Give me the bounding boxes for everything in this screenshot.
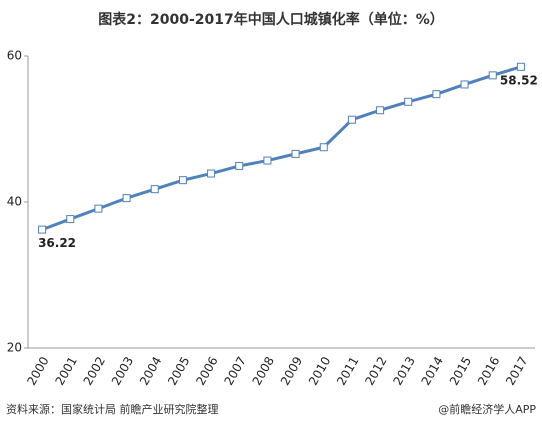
x-tick-label: 2006 xyxy=(193,354,220,387)
marker xyxy=(516,62,525,71)
data-label: 58.52 xyxy=(500,73,538,87)
marker xyxy=(235,161,244,170)
y-tick-label: 60 xyxy=(7,49,22,63)
x-tick-label: 2017 xyxy=(503,354,530,387)
x-tick-label: 2001 xyxy=(52,354,79,387)
marker xyxy=(66,215,75,224)
x-tick-label: 2007 xyxy=(221,354,248,387)
marker xyxy=(460,80,469,89)
x-tick-label: 2014 xyxy=(419,354,446,387)
x-tick-label: 2008 xyxy=(250,354,277,387)
marker xyxy=(319,143,328,152)
x-tick-label: 2004 xyxy=(137,354,164,387)
x-tick-label: 2012 xyxy=(362,354,389,387)
marker xyxy=(488,71,497,80)
chart-title: 图表2：2000-2017年中国人口城镇化率（单位：%） xyxy=(98,11,444,28)
x-tick-label: 2015 xyxy=(447,354,474,387)
marker xyxy=(38,225,47,234)
x-tick-label: 2009 xyxy=(278,354,305,387)
x-tick-label: 2016 xyxy=(475,354,502,387)
marker xyxy=(94,204,103,213)
marker xyxy=(376,106,385,115)
source-note: 资料来源：国家统计局 前瞻产业研究院整理 xyxy=(6,402,219,416)
marker xyxy=(178,176,187,185)
y-tick-label: 40 xyxy=(7,195,22,209)
marker xyxy=(263,156,272,165)
x-tick-label: 2000 xyxy=(24,354,51,387)
x-tick-label: 2003 xyxy=(109,354,136,387)
marker xyxy=(122,194,131,203)
data-label: 36.22 xyxy=(38,236,76,250)
line xyxy=(41,65,522,231)
marker xyxy=(150,185,159,194)
marker xyxy=(207,169,216,178)
marker xyxy=(404,97,413,106)
y-tick-label: 20 xyxy=(7,341,22,355)
marker xyxy=(432,90,441,99)
credit: @前瞻经济学人APP xyxy=(438,402,536,416)
marker xyxy=(347,115,356,124)
x-tick-label: 2011 xyxy=(334,354,361,387)
x-tick-label: 2010 xyxy=(306,354,333,387)
x-tick-label: 2005 xyxy=(165,354,192,387)
x-tick-label: 2002 xyxy=(81,354,108,387)
x-tick-label: 2013 xyxy=(390,354,417,387)
marker xyxy=(291,149,300,158)
